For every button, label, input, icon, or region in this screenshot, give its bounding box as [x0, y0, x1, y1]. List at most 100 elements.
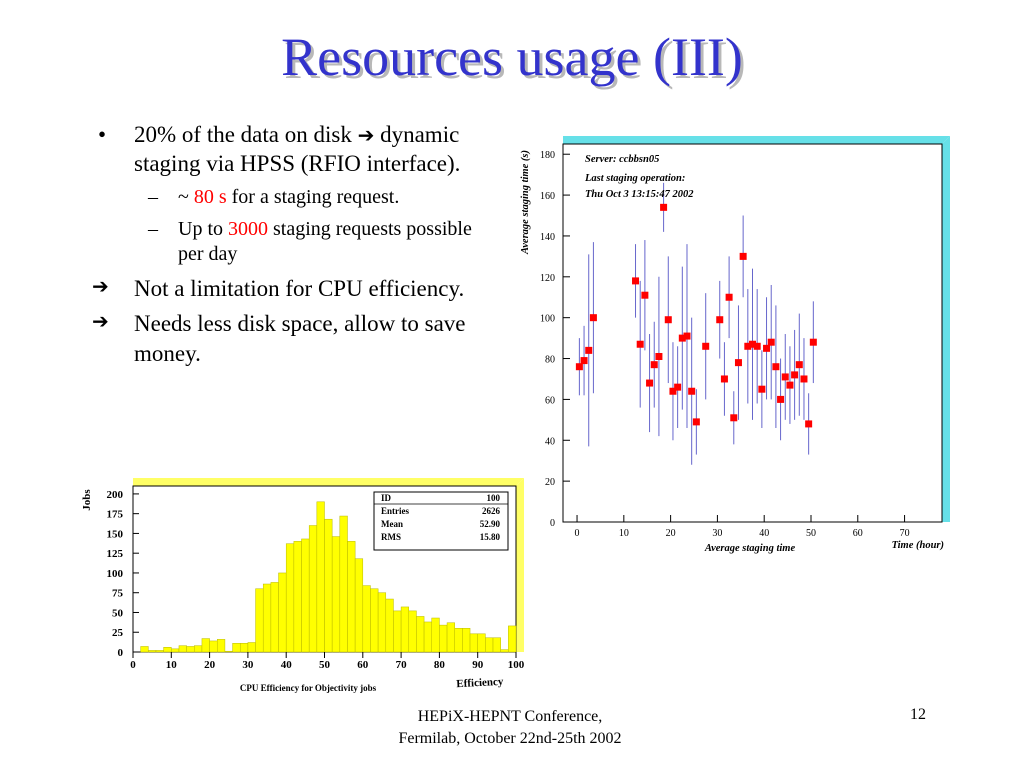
data-point [809, 338, 817, 346]
x-tick-label: 50 [319, 659, 331, 671]
x-tick-label: 20 [666, 528, 676, 539]
histogram-bar [446, 622, 455, 653]
histogram-bar [293, 541, 302, 653]
x-tick-label: 30 [242, 659, 254, 671]
stat-value: 52.90 [480, 519, 501, 529]
data-point [636, 340, 644, 348]
x-tick-label: 20 [204, 659, 216, 671]
frame-bevel-top [563, 136, 950, 144]
data-point [688, 387, 696, 395]
y-axis-label: Jobs [81, 489, 93, 511]
stat-key: ID [381, 493, 392, 503]
histogram-bar [178, 645, 187, 653]
y-tick-label: 75 [112, 588, 124, 600]
y-tick-label: 175 [107, 509, 124, 521]
histogram-bar [454, 628, 463, 653]
histogram-bar [316, 501, 325, 653]
y-axis-label: Average staging time (s) [520, 150, 531, 255]
histogram-bar [285, 543, 295, 653]
data-point [744, 342, 752, 350]
x-tick-label: 70 [900, 528, 910, 539]
arrow-right-icon: ➔ [92, 273, 109, 298]
cpu-efficiency-histogram: 0 25 50 75 100 125 150 175 200 0 10 20 30 40 50 60 70 80 9… [81, 478, 525, 693]
data-point [800, 375, 808, 383]
footer: HEPiX-HEPNT Conference, Fermilab, Octobe… [330, 706, 690, 749]
histogram-bar [400, 606, 410, 653]
histogram-bar [217, 639, 226, 653]
bullet-list: • 20% of the data on disk ➔ dynamic stag… [92, 120, 497, 374]
data-point [772, 363, 780, 371]
annotation-last-op: Last staging operation: [584, 173, 685, 184]
data-point [632, 277, 640, 285]
data-point [692, 418, 700, 426]
x-tick-label: 30 [712, 528, 722, 539]
data-point [580, 357, 588, 365]
frame-bevel-top [133, 478, 524, 486]
histogram-bar [354, 558, 364, 653]
arrow-right-icon: ➔ [357, 123, 375, 147]
data-point [650, 361, 658, 369]
sub-bullet-suffix: staging requests possible per day [178, 217, 472, 265]
y-tick-label: 0 [550, 518, 555, 529]
y-tick-label: 25 [112, 627, 124, 639]
data-point [641, 291, 649, 299]
bullet-cpu-efficiency: ➔ Not a limitation for CPU efficiency. [92, 274, 497, 303]
histogram-bar [370, 588, 379, 653]
histogram-bar [278, 572, 287, 653]
sub-bullet-requests: – Up to 3000 staging requests possible pe… [92, 217, 497, 267]
histogram-bar [347, 541, 356, 653]
histogram-bar [408, 610, 417, 653]
data-point [805, 420, 813, 428]
data-point [646, 379, 654, 387]
histogram-bar [255, 588, 264, 653]
data-point [725, 293, 733, 301]
sub-bullet-marker: – [148, 185, 158, 208]
histogram-bar [385, 598, 394, 653]
histogram-bar [171, 648, 180, 653]
data-point [575, 363, 583, 371]
x-axis-label: Efficiency [456, 676, 504, 690]
stat-value: 15.80 [480, 532, 501, 542]
sub-bullet-marker: – [148, 217, 158, 240]
y-tick-label: 120 [540, 273, 555, 284]
x-tick-label: 80 [434, 659, 446, 671]
y-tick-label: 150 [107, 528, 124, 540]
histogram-bar [209, 640, 218, 653]
data-point [589, 314, 597, 322]
x-tick-label: 40 [759, 528, 769, 539]
y-tick-label: 200 [107, 489, 124, 501]
highlight-value: 80 s [193, 185, 227, 208]
y-tick-label: 20 [545, 477, 555, 488]
y-tick-label: 100 [540, 314, 555, 325]
sub-bullet-staging-time: – ~ 80 s for a staging request. [92, 185, 497, 210]
histogram-bar [239, 643, 249, 653]
y-tick-label: 100 [107, 568, 124, 580]
y-tick-label: 40 [545, 436, 555, 447]
bullet-disk-staging: • 20% of the data on disk ➔ dynamic stag… [92, 120, 497, 179]
histogram-bar [155, 650, 164, 653]
annotation-date: Thu Oct 3 13:15:47 2002 [585, 189, 694, 200]
histogram-caption: CPU Efficiency for Objectivity jobs [240, 683, 377, 693]
x-tick-label: 40 [281, 659, 293, 671]
stat-value: 2626 [482, 506, 501, 516]
histogram-bar [270, 582, 279, 653]
x-tick-label: 0 [575, 528, 580, 539]
y-tick-label: 160 [540, 191, 555, 202]
histogram-bar [339, 515, 348, 653]
stats-box-frame [373, 491, 509, 551]
histogram-bar [485, 637, 494, 653]
x-axis-label: Average staging time [704, 543, 796, 554]
data-point [734, 359, 742, 367]
histogram-bar [500, 649, 509, 653]
bullet-text: Not a limitation for CPU efficiency. [134, 275, 465, 301]
x-tick-label: 60 [853, 528, 863, 539]
histogram-bar [439, 624, 448, 653]
histogram-bar [232, 643, 241, 653]
data-point [674, 383, 682, 391]
histogram-bar [148, 650, 157, 653]
x-tick-label: 10 [166, 659, 178, 671]
x-tick-label: 50 [806, 528, 816, 539]
histogram-bar [362, 585, 371, 653]
histogram-bar [477, 633, 486, 653]
